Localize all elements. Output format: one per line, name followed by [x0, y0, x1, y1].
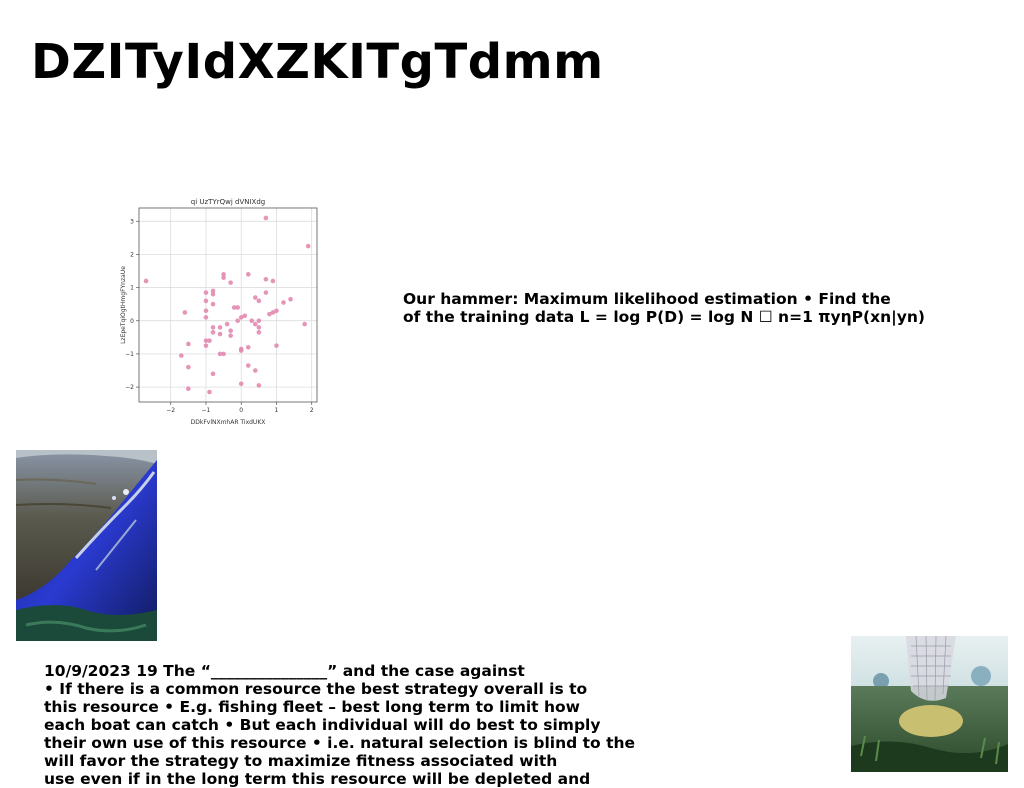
scatter-point	[210, 291, 216, 297]
scatter-point	[203, 315, 209, 320]
scatter-point	[270, 278, 276, 284]
scatter-point	[302, 321, 307, 327]
scatter-point	[256, 383, 262, 388]
scatter-point	[182, 310, 188, 315]
grass-field-mesh-sculpture-photo	[851, 636, 1008, 772]
scatter-point	[238, 315, 244, 320]
scatter-point	[210, 330, 216, 335]
x-tick-label: −2	[166, 407, 175, 414]
scatter-point	[270, 310, 276, 315]
scatter-point	[224, 321, 230, 327]
y-tick-label: 3	[130, 218, 134, 225]
scatter-point	[210, 301, 216, 307]
scatter-point	[242, 313, 248, 319]
y-tick-label: 2	[130, 251, 134, 258]
scatter-point	[203, 290, 209, 295]
scatter-point	[256, 298, 262, 304]
scatter-point	[263, 290, 269, 295]
scatter-point	[210, 371, 216, 377]
scatter-point	[221, 272, 226, 277]
y-tick-label: 0	[130, 318, 134, 325]
scatter-point	[288, 296, 293, 302]
scatter-point	[245, 344, 251, 350]
x-tick-label: 0	[239, 407, 243, 414]
scatter-point	[253, 321, 258, 327]
scatter-point	[203, 308, 209, 314]
scatter-point	[217, 351, 223, 357]
scatter-point	[203, 298, 209, 304]
body-text-block: 10/9/2023 19 The “_______________” and t…	[44, 662, 664, 788]
scatter-point	[221, 275, 226, 280]
body-line: their own use of this resource • i.e. na…	[44, 734, 636, 752]
body-line: will favor the strategy to maximize fitn…	[44, 752, 558, 770]
body-line: 10/9/2023 19 The “_______________” and t…	[44, 662, 525, 680]
body-line: • If there is a common resource the best…	[44, 680, 588, 698]
scatter-chart: qi UzTYrQwj dVNIXdg −2 −1 0 1 2 −2 −1 0 1 2 3 DDkF…	[114, 193, 324, 428]
scatter-point	[256, 330, 262, 335]
rocky-lake-shore-photo	[16, 450, 157, 641]
scatter-point	[228, 280, 233, 285]
body-line: use even if in the long term this resour…	[44, 770, 591, 788]
scatter-point	[256, 325, 262, 330]
y-tick-label: −2	[125, 384, 134, 391]
scatter-point	[186, 341, 191, 347]
scatter-point	[203, 338, 209, 343]
scatter-point	[228, 328, 233, 334]
scatter-point	[143, 278, 149, 284]
x-axis-label: DDkFvlNXmhAR TixdUKX	[191, 419, 266, 426]
x-tick-label: 1	[275, 407, 279, 414]
mle-line: of the training data L = log P(D) = log …	[403, 308, 926, 326]
scatter-point	[274, 343, 279, 348]
scatter-point	[238, 348, 244, 353]
scatter-point	[281, 300, 286, 305]
scatter-point	[245, 363, 251, 368]
chart-title: qi UzTYrQwj dVNIXdg	[191, 198, 265, 206]
scatter-point	[217, 325, 223, 330]
scatter-point	[249, 318, 255, 324]
plot-frame	[138, 207, 318, 403]
scatter-point	[207, 338, 212, 343]
scatter-point	[235, 318, 240, 324]
scatter-point	[253, 368, 258, 373]
scatter-point	[253, 295, 258, 300]
x-tick-label: −1	[202, 407, 211, 414]
scatter-point	[305, 243, 311, 249]
scatter-point	[263, 276, 269, 282]
body-line: this resource • E.g. fishing fleet – bes…	[44, 698, 580, 716]
scatter-point	[207, 389, 212, 395]
scatter-point	[256, 318, 262, 324]
scatter-point	[210, 288, 216, 294]
scatter-point	[235, 305, 240, 310]
scatter-point	[221, 351, 226, 357]
scatter-point	[228, 333, 233, 338]
y-axis-label: LzEpeTqiOgtHmgFYnzaUe	[120, 266, 127, 344]
scatter-point	[231, 305, 237, 310]
scatter-point	[267, 311, 272, 317]
scatter-point	[263, 215, 269, 221]
scatter-point	[203, 343, 209, 348]
mle-text-block: Our hammer: Maximum likelihood estimatio…	[403, 290, 1003, 326]
mle-line: Our hammer: Maximum likelihood estimatio…	[403, 290, 891, 308]
y-tick-label: −1	[125, 351, 134, 358]
scatter-point	[245, 272, 251, 277]
scatter-point	[238, 381, 244, 387]
scatter-point	[186, 386, 191, 392]
body-line: each boat can catch • But each individua…	[44, 716, 601, 734]
y-tick-label: 1	[130, 285, 134, 292]
x-tick-label: 2	[310, 407, 314, 414]
scatter-point	[186, 364, 191, 370]
scatter-point	[210, 325, 216, 330]
scatter-point	[178, 353, 184, 358]
slide-title: DZITyIdXZKITgTdmm	[31, 34, 604, 90]
scatter-point	[274, 308, 279, 314]
scatter-point	[217, 331, 223, 337]
